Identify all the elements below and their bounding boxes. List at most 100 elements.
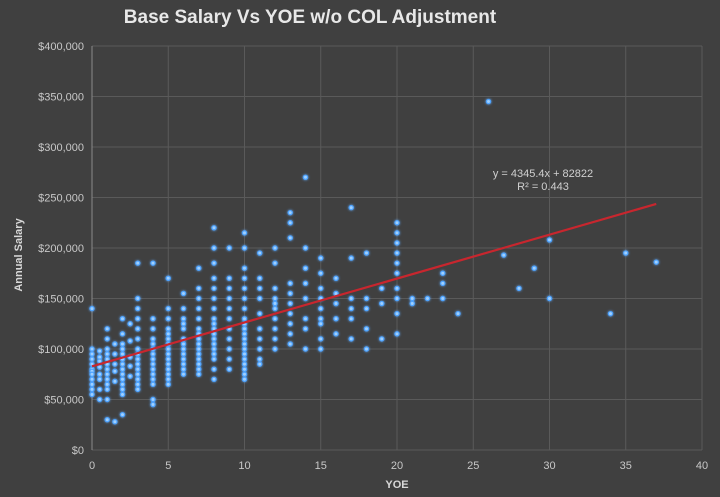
data-point [165, 366, 171, 372]
data-point [135, 361, 141, 367]
data-point [119, 351, 126, 357]
data-point [104, 386, 110, 393]
data-point [379, 285, 385, 292]
data-point [211, 366, 217, 372]
data-point [348, 305, 354, 312]
data-point [89, 356, 95, 362]
data-point [211, 245, 217, 251]
data-point [333, 316, 339, 322]
data-point [96, 371, 103, 377]
y-tick-label: $350,000 [38, 92, 84, 104]
data-point [455, 310, 461, 317]
data-point [196, 366, 202, 372]
data-point [180, 341, 187, 347]
data-point [257, 361, 263, 367]
data-point [333, 331, 339, 337]
data-point [257, 326, 263, 332]
data-point [272, 336, 278, 342]
data-point [104, 381, 110, 388]
y-tick-label: $250,000 [38, 193, 84, 205]
data-point [104, 396, 110, 403]
data-point [135, 376, 141, 382]
data-point [135, 326, 141, 332]
data-point [135, 260, 141, 266]
grid [91, 45, 703, 451]
data-point [226, 356, 232, 362]
data-point [348, 336, 354, 342]
data-point [150, 361, 156, 367]
x-tick-label: 5 [165, 460, 171, 472]
data-point [394, 260, 400, 266]
data-point [318, 305, 324, 312]
data-point [165, 371, 171, 377]
data-point [211, 260, 217, 266]
data-point [119, 331, 126, 337]
data-point [241, 346, 248, 352]
data-point [150, 381, 156, 388]
data-point [241, 341, 248, 347]
data-point [89, 376, 95, 382]
data-point [226, 305, 232, 312]
data-point [135, 371, 141, 377]
x-tick-label: 25 [467, 460, 479, 472]
data-point [150, 260, 156, 266]
data-point [607, 310, 614, 317]
data-point [196, 295, 202, 302]
data-point [96, 348, 103, 354]
data-point [394, 295, 400, 302]
data-point [89, 386, 95, 393]
data-point [211, 356, 217, 362]
data-point [257, 295, 263, 302]
data-point [516, 285, 522, 292]
x-tick-label: 10 [238, 460, 250, 472]
data-point [531, 265, 537, 271]
data-point [112, 419, 118, 425]
data-point [287, 235, 293, 241]
data-point [104, 346, 110, 352]
data-point [257, 285, 263, 292]
data-point [302, 265, 309, 271]
data-point [272, 245, 278, 251]
trendline [91, 202, 657, 368]
data-point [241, 305, 248, 312]
data-point [119, 366, 126, 372]
data-point [211, 316, 217, 322]
data-point [135, 346, 141, 352]
data-point [272, 346, 278, 352]
data-point [257, 336, 263, 342]
data-point [150, 376, 156, 382]
data-point [394, 230, 400, 236]
data-point [272, 316, 278, 322]
data-point [165, 381, 171, 388]
data-point [112, 368, 118, 374]
data-point [150, 341, 156, 347]
data-point [363, 326, 370, 332]
data-point [104, 417, 110, 423]
data-point [226, 275, 232, 281]
data-point [318, 316, 324, 322]
data-point [394, 331, 400, 337]
data-point [211, 305, 217, 312]
data-point [196, 305, 202, 312]
data-point [165, 351, 171, 357]
data-point [119, 346, 126, 352]
data-point [211, 351, 217, 357]
data-point [394, 285, 400, 292]
data-point [112, 361, 118, 367]
data-point [89, 346, 95, 352]
data-point [165, 316, 171, 322]
data-point [226, 316, 232, 322]
data-point [302, 316, 309, 322]
data-point [180, 361, 187, 367]
data-point [272, 285, 278, 292]
data-point [127, 321, 133, 327]
x-tick-label: 30 [543, 460, 555, 472]
data-point [196, 336, 202, 342]
data-point [135, 305, 141, 312]
data-point [287, 290, 293, 297]
data-point [96, 396, 103, 403]
data-point [119, 411, 126, 418]
y-tick-label: $0 [72, 445, 84, 457]
data-point [127, 363, 133, 369]
